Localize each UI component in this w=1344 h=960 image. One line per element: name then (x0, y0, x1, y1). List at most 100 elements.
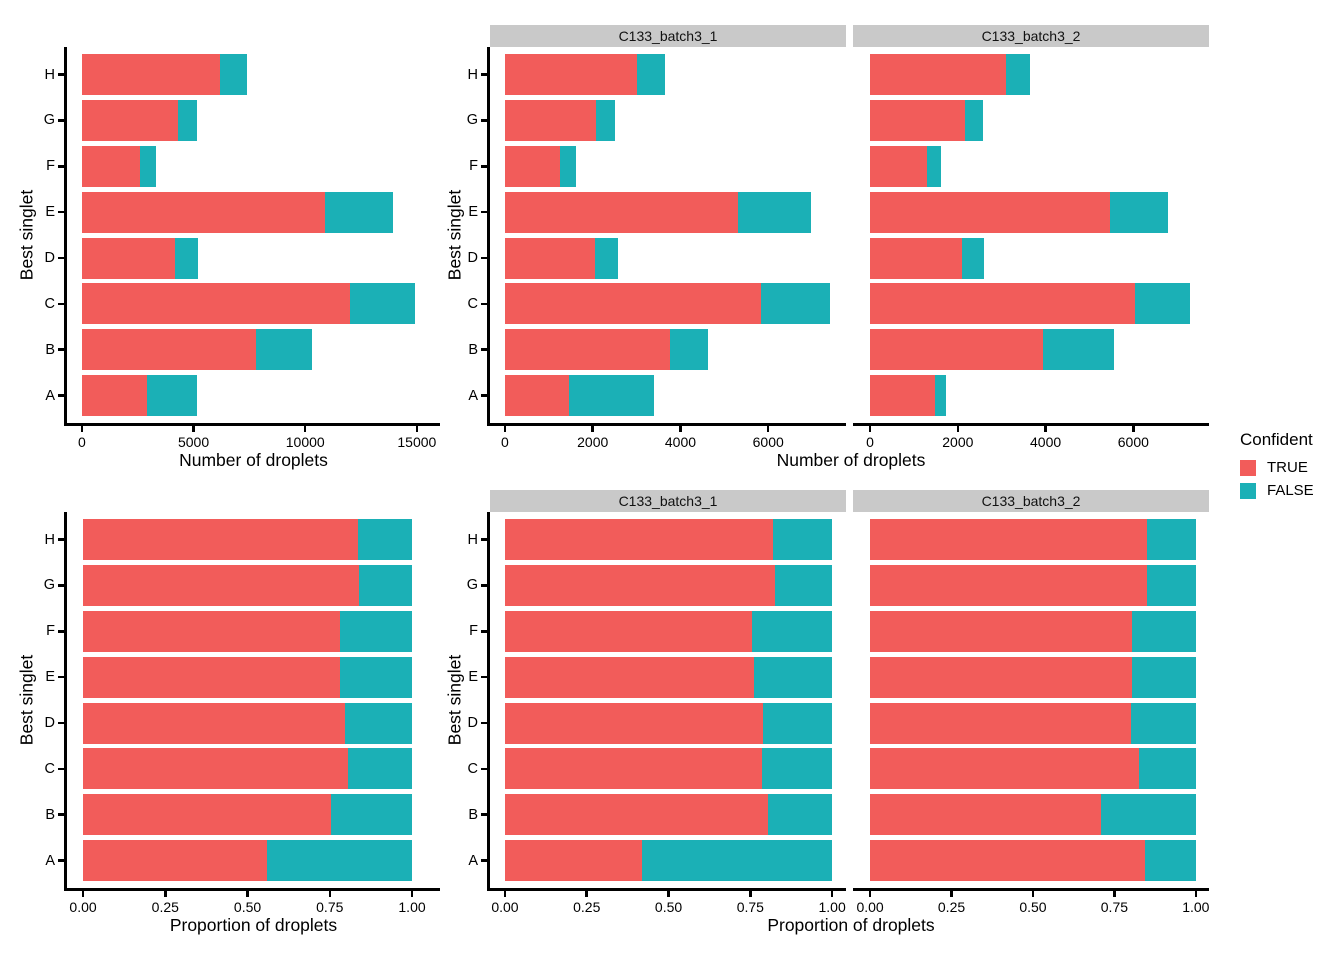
bar-row-F (853, 145, 1209, 187)
y-tick (58, 210, 64, 214)
bar-row-C (67, 283, 440, 325)
x-tick (585, 891, 588, 897)
bar-segment-true-C (870, 283, 1136, 325)
x-tick (81, 891, 85, 897)
x-tick (410, 891, 414, 897)
y-category-label: G (43, 112, 55, 129)
x-tick (956, 426, 960, 432)
y-tick (58, 165, 64, 168)
bar-segment-false-E (1132, 656, 1196, 698)
y-category-label: H (467, 531, 478, 548)
bar-row-B (853, 329, 1209, 371)
bar-segment-false-H (1006, 54, 1031, 96)
bar-row-G (490, 564, 846, 606)
x-tick (830, 891, 834, 897)
bar-segment-true-B (83, 794, 332, 836)
y-category-label: C (44, 760, 55, 777)
bar-row-E (490, 656, 846, 698)
y-tick (481, 210, 487, 214)
bar-row-A (490, 375, 846, 417)
y-tick (481, 721, 487, 725)
bar-segment-true-E (870, 191, 1111, 233)
bar-segment-true-F (81, 145, 140, 187)
bar-row-B (490, 794, 846, 836)
bar-row-G (490, 99, 846, 141)
x-tick-label: 0.00 (491, 899, 519, 915)
x-tick (749, 891, 752, 897)
y-tick (58, 859, 64, 862)
bar-segment-false-D (174, 237, 199, 279)
y-category-label: C (467, 295, 478, 312)
bar-segment-false-D (962, 237, 985, 279)
x-tick (503, 891, 507, 897)
bar-segment-false-E (1110, 191, 1168, 233)
bar-row-D (490, 702, 846, 744)
x-tick (766, 426, 770, 432)
bar-row-F (67, 610, 440, 652)
y-category-label: E (468, 204, 478, 221)
x-tick-label: 0 (78, 434, 86, 450)
y-tick (481, 394, 487, 397)
bar-segment-true-A (81, 375, 147, 417)
bar-segment-true-G (870, 99, 966, 141)
y-tick (58, 584, 64, 587)
x-tick-label: 0.25 (151, 899, 179, 915)
y-category-label: B (45, 341, 55, 358)
bar-segment-true-A (504, 840, 643, 882)
y-tick (58, 675, 64, 679)
bar-segment-false-D (1130, 702, 1196, 744)
bar-segment-false-B (1101, 794, 1196, 836)
y-tick (58, 73, 64, 76)
bar-row-C (853, 748, 1209, 790)
x-axis-title: Number of droplets (179, 450, 328, 470)
bar-segment-true-G (83, 564, 360, 606)
x-tick-label: 2000 (942, 434, 974, 450)
x-tick-label: 0.00 (856, 899, 884, 915)
x-tick-label: 6000 (752, 434, 784, 450)
x-axis-title: Number of droplets (776, 450, 926, 470)
bar-segment-false-B (331, 794, 413, 836)
y-tick (481, 256, 487, 260)
bar-row-H (490, 54, 846, 96)
bar-segment-false-F (139, 145, 156, 187)
bar-segment-false-G (1146, 564, 1196, 606)
y-tick (481, 538, 487, 541)
bar-row-E (853, 656, 1209, 698)
x-tick-label: 4000 (1030, 434, 1062, 450)
y-tick (481, 119, 487, 122)
bar-row-E (490, 191, 846, 233)
x-tick (667, 891, 670, 897)
x-tick (1132, 426, 1135, 432)
x-axis-line (64, 888, 440, 891)
bar-segment-true-F (504, 145, 560, 187)
x-tick-label: 10000 (285, 434, 325, 450)
y-tick (58, 348, 64, 351)
y-category-label: D (44, 250, 55, 266)
bar-segment-false-C (1135, 283, 1191, 325)
bar-row-F (853, 610, 1209, 652)
legend-item-false: FALSE (1240, 482, 1340, 499)
x-tick (1113, 891, 1116, 897)
bar-segment-false-B (1043, 329, 1114, 371)
bar-segment-false-D (595, 237, 618, 279)
bar-segment-false-C (349, 283, 415, 325)
bar-segment-true-G (504, 564, 775, 606)
bar-row-E (853, 191, 1209, 233)
bar-row-B (490, 329, 846, 371)
x-axis-title: Proportion of droplets (767, 915, 935, 935)
bar-segment-true-H (81, 54, 221, 96)
legend: Confident TRUE FALSE (1240, 430, 1340, 505)
y-axis-title: Best singlet (16, 654, 37, 746)
y-axis-line (64, 512, 67, 891)
bar-segment-true-E (504, 656, 754, 698)
y-category-label: D (467, 715, 478, 731)
bar-segment-true-C (83, 748, 348, 790)
y-tick (481, 859, 487, 862)
y-category-label: B (468, 341, 478, 358)
y-axis-title: Best singlet (16, 189, 37, 281)
bar-segment-false-C (1138, 748, 1196, 790)
bar-row-A (853, 375, 1209, 417)
x-tick (679, 426, 682, 432)
x-tick (1044, 426, 1047, 432)
bar-segment-true-D (81, 237, 175, 279)
